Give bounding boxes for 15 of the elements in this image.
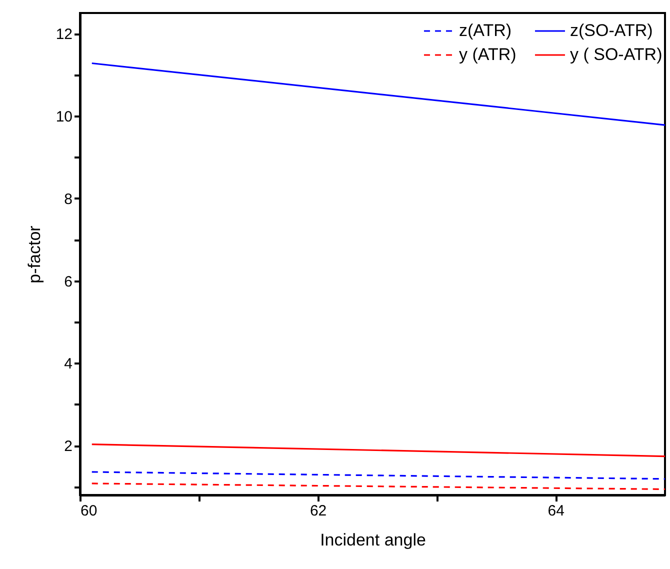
x-tick-label: 60 xyxy=(80,502,98,520)
legend-label: z(ATR) xyxy=(459,21,512,40)
legend-label: y ( SO-ATR) xyxy=(570,45,662,64)
y-axis-title: p-factor xyxy=(24,225,44,284)
y-tick-label: 10 xyxy=(56,108,72,126)
x-axis-title: Incident angle xyxy=(320,530,426,550)
y-tick-label: 6 xyxy=(64,273,72,290)
y-tick-label: 12 xyxy=(56,26,72,44)
y-tick-label: 8 xyxy=(64,190,72,208)
legend-label: z(SO-ATR) xyxy=(570,21,653,40)
x-tick-label: 64 xyxy=(548,502,564,520)
y-tick-label: 2 xyxy=(64,438,72,456)
x-tick-label: 62 xyxy=(310,502,327,520)
y-tick-label: 4 xyxy=(64,356,72,373)
legend-label: y (ATR) xyxy=(459,45,516,64)
